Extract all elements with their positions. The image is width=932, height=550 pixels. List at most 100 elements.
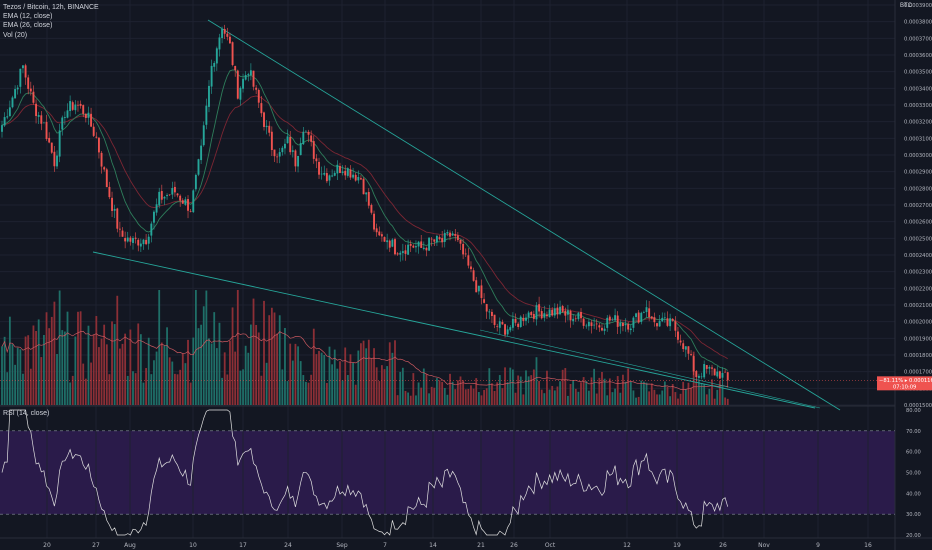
volume-bar <box>153 360 155 405</box>
volume-bar <box>95 316 98 405</box>
volume-bar <box>695 382 698 405</box>
volume-bar <box>6 372 9 405</box>
price-tag-countdown: 07:10:09 <box>893 384 916 390</box>
volume-bar <box>530 375 533 405</box>
candle-body <box>132 237 134 243</box>
candle-body <box>551 309 554 316</box>
volume-bar <box>176 374 179 405</box>
candle-body <box>530 312 533 316</box>
candle-body <box>179 195 182 201</box>
candle-body <box>346 168 349 176</box>
volume-bar <box>690 387 692 405</box>
volume-bar <box>66 311 69 405</box>
candle-body <box>420 241 423 248</box>
volume-bar <box>124 333 127 405</box>
candle-body <box>553 308 556 316</box>
candle-body <box>320 173 323 175</box>
volume-bar <box>61 330 64 405</box>
volume-bar <box>56 354 58 405</box>
candle-body <box>640 312 643 322</box>
volume-bar <box>567 395 569 405</box>
time-tick-label: 14 <box>429 542 437 549</box>
candle-body <box>103 167 106 170</box>
volume-bar <box>381 365 383 405</box>
volume-bar <box>470 385 472 405</box>
volume-bar <box>244 345 247 405</box>
volume-bar <box>569 384 572 405</box>
candle-body <box>171 187 174 195</box>
volume-bar <box>155 351 158 405</box>
volume-bar <box>491 383 493 405</box>
candle-body <box>493 314 496 325</box>
candle-body <box>323 172 326 175</box>
volume-bar <box>619 392 622 405</box>
volume-bar <box>339 361 341 405</box>
volume-bar <box>74 336 77 405</box>
volume-bar <box>661 390 664 405</box>
candle-body <box>252 70 255 87</box>
candle-body <box>399 252 402 255</box>
volume-bar <box>132 371 134 405</box>
candle-body <box>716 371 719 377</box>
volume-bar <box>538 380 540 405</box>
volume-bar <box>103 324 106 405</box>
volume-bar <box>318 350 320 405</box>
volume-bar <box>396 395 399 405</box>
candle-body <box>546 314 548 317</box>
candle-body <box>11 97 14 108</box>
volume-bar <box>221 377 223 405</box>
volume-bar <box>291 360 294 405</box>
volume-bar <box>624 381 627 405</box>
candle-body <box>684 346 687 350</box>
volume-bar <box>331 364 334 405</box>
candle-body <box>45 121 48 140</box>
volume-bar <box>79 311 82 405</box>
volume-bar <box>373 348 375 405</box>
volume-bar <box>294 343 297 405</box>
price-tick-label: 0.0002900 <box>904 170 932 176</box>
candle-body <box>580 312 582 319</box>
volume-bar <box>645 382 648 405</box>
volume-bar <box>315 354 318 405</box>
volume-bar <box>587 390 590 405</box>
volume-bar <box>349 354 352 405</box>
candle-body <box>318 161 320 175</box>
candle-body <box>383 237 386 242</box>
candle-body <box>433 239 436 242</box>
candle-body <box>441 237 444 243</box>
rsi-tick-label: 50.00 <box>906 471 921 477</box>
volume-bar <box>527 376 530 405</box>
candle-body <box>87 112 90 118</box>
candle-body <box>501 321 504 325</box>
candle-body <box>255 87 258 90</box>
volume-bar <box>90 362 92 405</box>
volume-bar <box>302 375 305 405</box>
candle-body <box>663 317 666 319</box>
volume-bar <box>608 378 611 405</box>
volume-bar <box>113 324 116 405</box>
candle-body <box>71 102 74 110</box>
candle-body <box>142 239 145 245</box>
volume-bar <box>35 330 37 405</box>
candle-body <box>134 237 137 239</box>
price-tick-label: 0.0002700 <box>904 203 932 209</box>
candle-body <box>349 169 352 178</box>
volume-bar <box>184 363 187 405</box>
candle-body <box>401 251 404 254</box>
candle-body <box>435 235 438 243</box>
candle-body <box>726 372 729 381</box>
volume-bar <box>451 381 454 405</box>
candle-body <box>194 174 197 190</box>
ema26-legend: EMA (26, close) <box>3 22 53 30</box>
volume-bar <box>514 392 517 405</box>
candle-body <box>569 310 572 321</box>
volume-bar <box>611 392 614 405</box>
volume-bar <box>181 353 184 405</box>
volume-bar <box>449 373 451 405</box>
candle-body <box>304 131 307 133</box>
candle-body <box>281 147 284 153</box>
candle-body <box>108 186 111 198</box>
volume-bar <box>430 386 433 405</box>
volume-bar <box>344 347 347 405</box>
